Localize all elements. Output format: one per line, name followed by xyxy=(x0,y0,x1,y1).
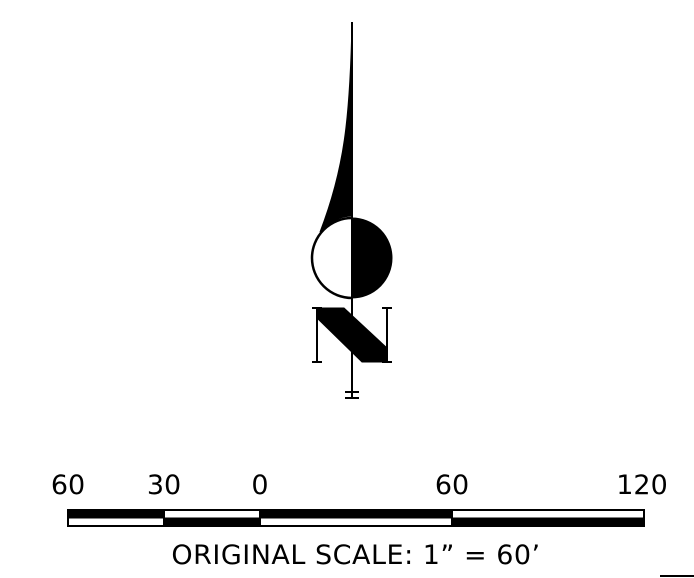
scale-seg-4 xyxy=(452,518,644,526)
scale-tick-label: 0 xyxy=(251,470,269,501)
scale-bar xyxy=(67,509,645,527)
scale-seg-3 xyxy=(260,510,452,518)
scale-seg-2 xyxy=(164,518,260,526)
scale-caption: ORIGINAL SCALE: 1” = 60’ xyxy=(171,540,541,571)
north-arrow-open-arc xyxy=(310,216,353,300)
north-arrow-blade xyxy=(319,21,353,233)
scale-tick-label: 120 xyxy=(616,470,668,501)
n-diagonal xyxy=(316,307,388,363)
north-arrow-half-disc xyxy=(351,217,393,299)
scale-tick-label: 60 xyxy=(434,470,470,501)
north-letter-n xyxy=(312,307,392,363)
scale-seg-1 xyxy=(68,510,164,518)
scale-tick-label: 60 xyxy=(50,470,86,501)
scale-tick-label: 30 xyxy=(146,470,182,501)
